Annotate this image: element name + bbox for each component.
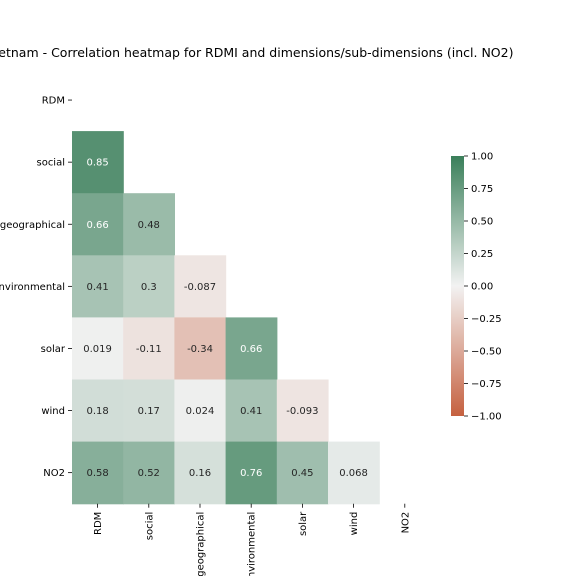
- heatmap-cell: [123, 193, 175, 256]
- y-tick-label: environmental: [0, 282, 65, 293]
- heatmap-cell: [72, 131, 124, 194]
- heatmap-cell: [276, 441, 329, 505]
- x-tick-label: RDM: [93, 512, 104, 535]
- colorbar: 1.00 0.75 0.50 0.25 0.00 −0.25 −0.50 −0.75 −1.00: [451, 152, 502, 423]
- chart-title: Vietnam - Correlation heatmap for RDMI a…: [0, 45, 513, 60]
- heatmap-cell: [225, 441, 278, 505]
- cell-value-label: 0.48: [138, 220, 160, 231]
- heatmap-cell: [225, 379, 278, 443]
- cell-value-label: -0.11: [136, 344, 162, 355]
- colorbar-tick-label: −1.00: [471, 412, 502, 423]
- colorbar-tick-label: 0.50: [471, 217, 493, 228]
- heatmap-cell: [123, 255, 175, 318]
- cell-value-label: 0.068: [339, 468, 368, 479]
- x-tick-label: geographical: [196, 512, 207, 576]
- colorbar-tick-label: −0.75: [471, 379, 502, 390]
- heatmap-cell: [174, 255, 227, 318]
- colorbar-tick-label: −0.50: [471, 347, 502, 358]
- cell-value-label: 0.18: [86, 406, 108, 417]
- heatmap-cell: [174, 317, 227, 381]
- heatmap-cell: [174, 379, 227, 443]
- y-tick-label: social: [36, 158, 65, 169]
- colorbar-tick-label: 0.00: [471, 282, 493, 293]
- heatmap-cell: [174, 441, 227, 505]
- cell-value-label: 0.66: [240, 344, 262, 355]
- colorbar-tick-label: 0.25: [471, 249, 493, 260]
- cell-value-label: -0.34: [187, 344, 213, 355]
- x-tick-label: NO2: [400, 512, 411, 534]
- heatmap-cell: [123, 317, 175, 381]
- cell-value-label: 0.3: [141, 282, 157, 293]
- y-axis-ticks: RDM social geographical environmental solar w…: [0, 96, 72, 479]
- y-tick-label: NO2: [43, 468, 65, 479]
- heatmap-cell: [72, 255, 124, 318]
- colorbar-gradient: [451, 156, 464, 416]
- cell-value-label: 0.17: [138, 406, 160, 417]
- cell-value-label: 0.16: [189, 468, 211, 479]
- cell-value-label: 0.45: [291, 468, 313, 479]
- heatmap-cell: [72, 379, 124, 443]
- cell-value-label: 0.52: [138, 468, 160, 479]
- x-axis-ticks: RDM social geographical environmental solar w…: [93, 503, 411, 576]
- cell-value-label: 0.85: [86, 158, 108, 169]
- y-tick-label: geographical: [0, 220, 65, 231]
- heatmap-cell: [72, 441, 124, 505]
- cell-value-label: -0.087: [184, 282, 216, 293]
- heatmap-cell: [328, 441, 380, 505]
- colorbar-tick-label: −0.25: [471, 314, 502, 325]
- cell-value-label: 0.76: [240, 468, 262, 479]
- cell-value-label: 0.41: [86, 282, 108, 293]
- colorbar-ticks: 1.00 0.75 0.50 0.25 0.00 −0.25 −0.50 −0.75 −1.00: [464, 152, 502, 423]
- heatmap-cell: [123, 379, 175, 443]
- x-tick-label: environmental: [247, 512, 258, 576]
- heatmap-cell: [276, 379, 329, 443]
- cell-value-label: 0.024: [186, 406, 215, 417]
- y-tick-label: solar: [41, 344, 66, 355]
- heatmap-cell: [123, 441, 175, 505]
- colorbar-tick-label: 1.00: [471, 152, 493, 163]
- cell-value-label: 0.58: [86, 468, 108, 479]
- x-tick-label: solar: [298, 511, 309, 536]
- y-tick-label: RDM: [42, 96, 65, 107]
- heatmap-cell: [225, 317, 278, 381]
- y-tick-label: wind: [41, 406, 65, 417]
- heatmap-cell: [72, 193, 124, 256]
- x-tick-label: social: [144, 512, 155, 541]
- heatmap-cells: 0.85 0.66 0.48 0.41 0.3 -0.087 0.019 -0.11 -0.34…: [72, 131, 380, 505]
- cell-value-label: 0.66: [86, 220, 108, 231]
- x-tick-label: wind: [349, 512, 360, 536]
- colorbar-tick-label: 0.75: [471, 184, 493, 195]
- cell-value-label: 0.41: [240, 406, 262, 417]
- cell-value-label: -0.093: [286, 406, 318, 417]
- heatmap-cell: [72, 317, 124, 381]
- cell-value-label: 0.019: [83, 344, 112, 355]
